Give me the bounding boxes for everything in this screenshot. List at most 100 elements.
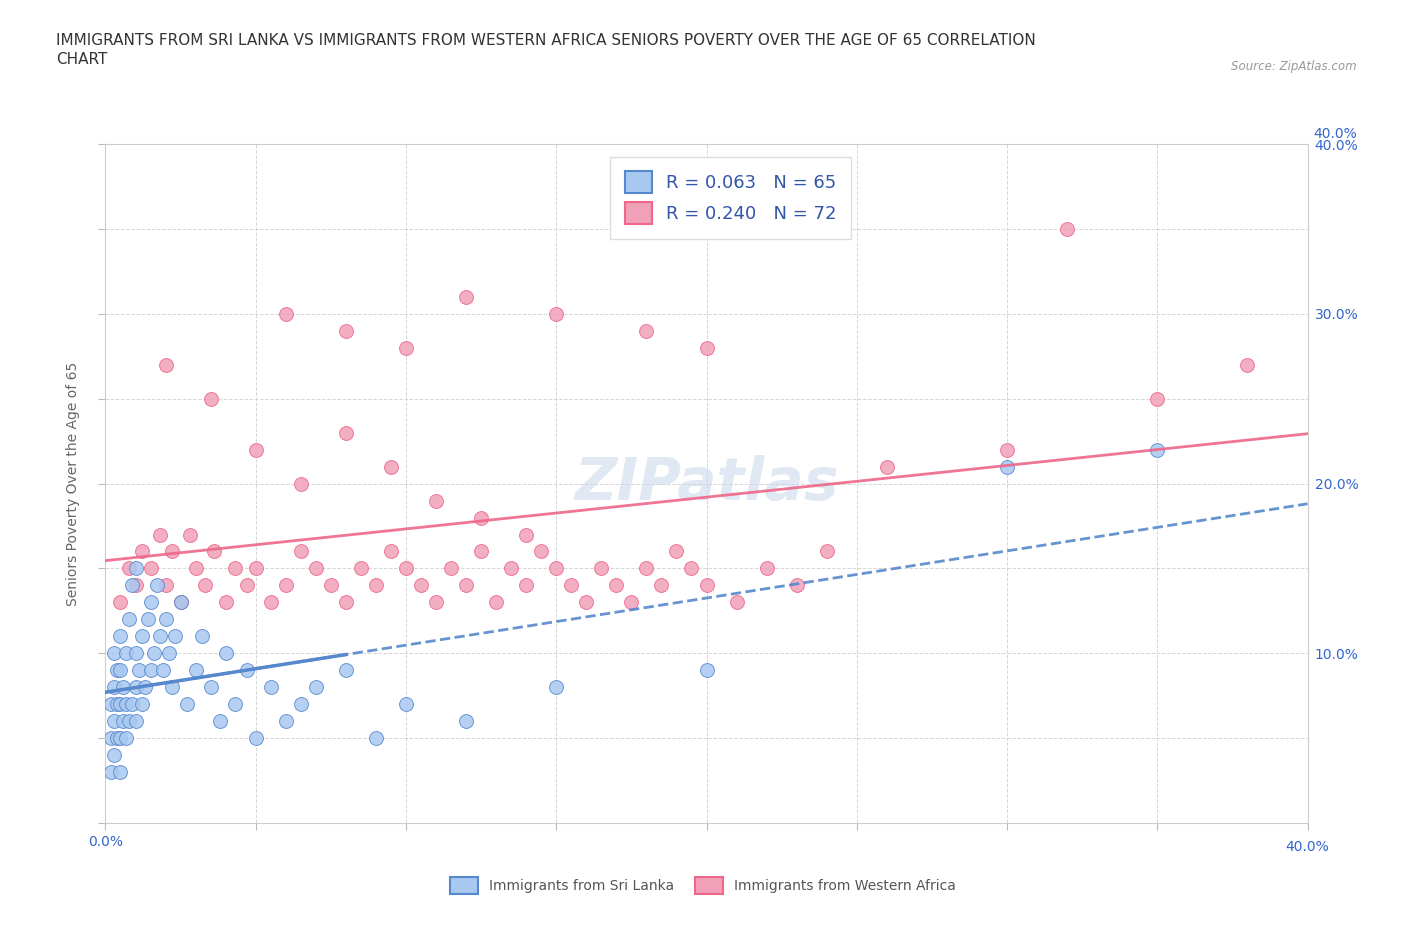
Point bbox=[155, 578, 177, 593]
Point bbox=[139, 595, 162, 610]
Point bbox=[214, 595, 236, 610]
Y-axis label: Seniors Poverty Over the Age of 65: Seniors Poverty Over the Age of 65 bbox=[66, 362, 80, 605]
Point bbox=[110, 697, 132, 711]
Point bbox=[245, 731, 267, 746]
Point bbox=[160, 544, 183, 559]
Point bbox=[163, 629, 186, 644]
Point bbox=[131, 544, 153, 559]
Point bbox=[245, 443, 267, 458]
Point bbox=[696, 578, 718, 593]
Point bbox=[515, 578, 537, 593]
Point bbox=[1056, 221, 1078, 236]
Point bbox=[176, 697, 198, 711]
Text: Source: ZipAtlas.com: Source: ZipAtlas.com bbox=[1232, 60, 1357, 73]
Point bbox=[155, 357, 177, 372]
Point bbox=[335, 663, 357, 678]
Point bbox=[650, 578, 672, 593]
Point bbox=[160, 680, 183, 695]
Point bbox=[755, 561, 778, 576]
Point bbox=[380, 544, 402, 559]
Point bbox=[110, 764, 132, 779]
Point bbox=[148, 527, 170, 542]
Legend: Immigrants from Sri Lanka, Immigrants from Western Africa: Immigrants from Sri Lanka, Immigrants fr… bbox=[444, 871, 962, 900]
Point bbox=[364, 731, 387, 746]
Point bbox=[200, 680, 222, 695]
Point bbox=[179, 527, 201, 542]
Point bbox=[591, 561, 613, 576]
Text: 40.0%: 40.0% bbox=[1313, 126, 1357, 140]
Point bbox=[235, 578, 257, 593]
Point bbox=[470, 511, 492, 525]
Point bbox=[202, 544, 225, 559]
Point bbox=[636, 324, 658, 339]
Point bbox=[103, 748, 125, 763]
Point bbox=[364, 578, 387, 593]
Point bbox=[995, 443, 1018, 458]
Point bbox=[107, 697, 129, 711]
Point bbox=[152, 663, 174, 678]
Point bbox=[815, 544, 838, 559]
Point bbox=[546, 561, 568, 576]
Point bbox=[1146, 392, 1168, 406]
Point bbox=[530, 544, 553, 559]
Point bbox=[305, 680, 328, 695]
Point bbox=[200, 392, 222, 406]
Point bbox=[546, 680, 568, 695]
Point bbox=[245, 561, 267, 576]
Point bbox=[131, 697, 153, 711]
Point bbox=[184, 663, 207, 678]
Point bbox=[148, 629, 170, 644]
Point bbox=[515, 527, 537, 542]
Point bbox=[112, 680, 135, 695]
Point bbox=[208, 714, 231, 729]
Point bbox=[1146, 443, 1168, 458]
Point bbox=[110, 731, 132, 746]
Point bbox=[107, 663, 129, 678]
Point bbox=[605, 578, 627, 593]
Point bbox=[380, 459, 402, 474]
Point bbox=[115, 731, 138, 746]
Point bbox=[124, 561, 146, 576]
Point bbox=[454, 714, 477, 729]
Point bbox=[124, 646, 146, 661]
Point bbox=[184, 561, 207, 576]
Point bbox=[124, 680, 146, 695]
Legend: R = 0.063   N = 65, R = 0.240   N = 72: R = 0.063 N = 65, R = 0.240 N = 72 bbox=[610, 156, 851, 238]
Point bbox=[665, 544, 688, 559]
Point bbox=[112, 714, 135, 729]
Point bbox=[696, 663, 718, 678]
Point bbox=[169, 595, 191, 610]
Point bbox=[319, 578, 342, 593]
Point bbox=[103, 714, 125, 729]
Point bbox=[305, 561, 328, 576]
Point bbox=[681, 561, 703, 576]
Point bbox=[157, 646, 180, 661]
Point bbox=[395, 340, 418, 355]
Point bbox=[100, 764, 122, 779]
Point bbox=[274, 578, 297, 593]
Point bbox=[103, 680, 125, 695]
Point bbox=[124, 714, 146, 729]
Point bbox=[725, 595, 748, 610]
Point bbox=[190, 629, 212, 644]
Point bbox=[139, 561, 162, 576]
Point bbox=[260, 680, 283, 695]
Point bbox=[118, 612, 141, 627]
Point bbox=[350, 561, 373, 576]
Point bbox=[139, 663, 162, 678]
Point bbox=[696, 340, 718, 355]
Point bbox=[1236, 357, 1258, 372]
Point bbox=[290, 476, 312, 491]
Point bbox=[121, 578, 143, 593]
Point bbox=[110, 595, 132, 610]
Point bbox=[131, 629, 153, 644]
Text: IMMIGRANTS FROM SRI LANKA VS IMMIGRANTS FROM WESTERN AFRICA SENIORS POVERTY OVER: IMMIGRANTS FROM SRI LANKA VS IMMIGRANTS … bbox=[56, 33, 1036, 67]
Point bbox=[425, 595, 447, 610]
Point bbox=[110, 629, 132, 644]
Point bbox=[224, 697, 246, 711]
Point bbox=[274, 714, 297, 729]
Point bbox=[100, 731, 122, 746]
Point bbox=[290, 544, 312, 559]
Text: ZIPatlas: ZIPatlas bbox=[574, 455, 839, 512]
Point bbox=[560, 578, 582, 593]
